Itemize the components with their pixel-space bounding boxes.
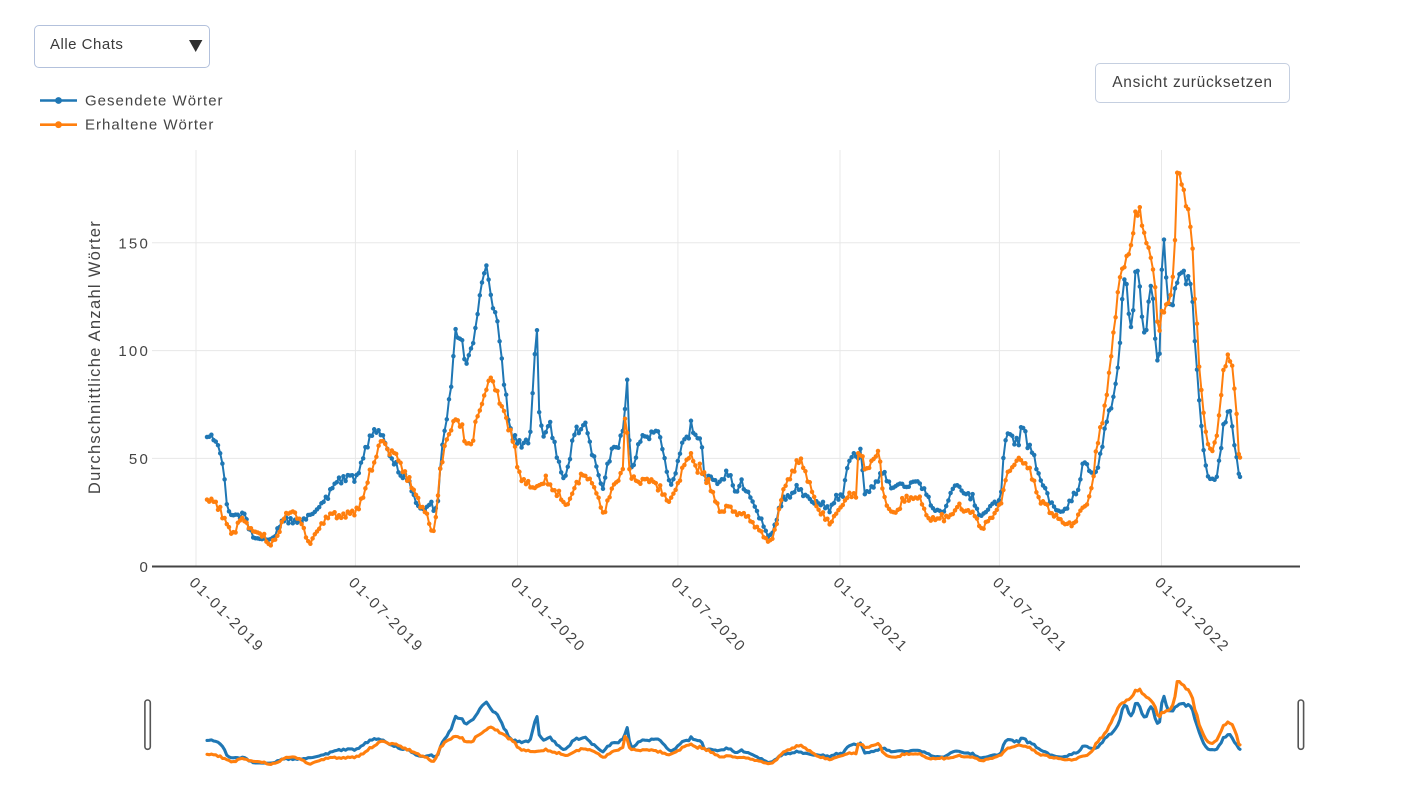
svg-text:01-01-2019: 01-01-2019 [186, 574, 268, 656]
svg-text:Gesendete Wörter: Gesendete Wörter [85, 93, 224, 110]
svg-text:100: 100 [118, 343, 150, 360]
svg-text:01-01-2020: 01-01-2020 [507, 574, 589, 656]
svg-text:Durchschnittliche Anzahl Wörte: Durchschnittliche Anzahl Wörter [86, 220, 104, 494]
svg-text:01-07-2020: 01-07-2020 [668, 574, 750, 656]
svg-text:0: 0 [139, 559, 150, 576]
svg-text:01-07-2021: 01-07-2021 [989, 574, 1071, 656]
svg-text:01-01-2021: 01-01-2021 [830, 574, 912, 656]
svg-text:01-01-2022: 01-01-2022 [1151, 574, 1233, 656]
svg-text:150: 150 [118, 235, 150, 252]
svg-text:50: 50 [129, 451, 150, 468]
svg-text:01-07-2019: 01-07-2019 [345, 574, 427, 656]
svg-text:Erhaltene Wörter: Erhaltene Wörter [85, 117, 214, 134]
